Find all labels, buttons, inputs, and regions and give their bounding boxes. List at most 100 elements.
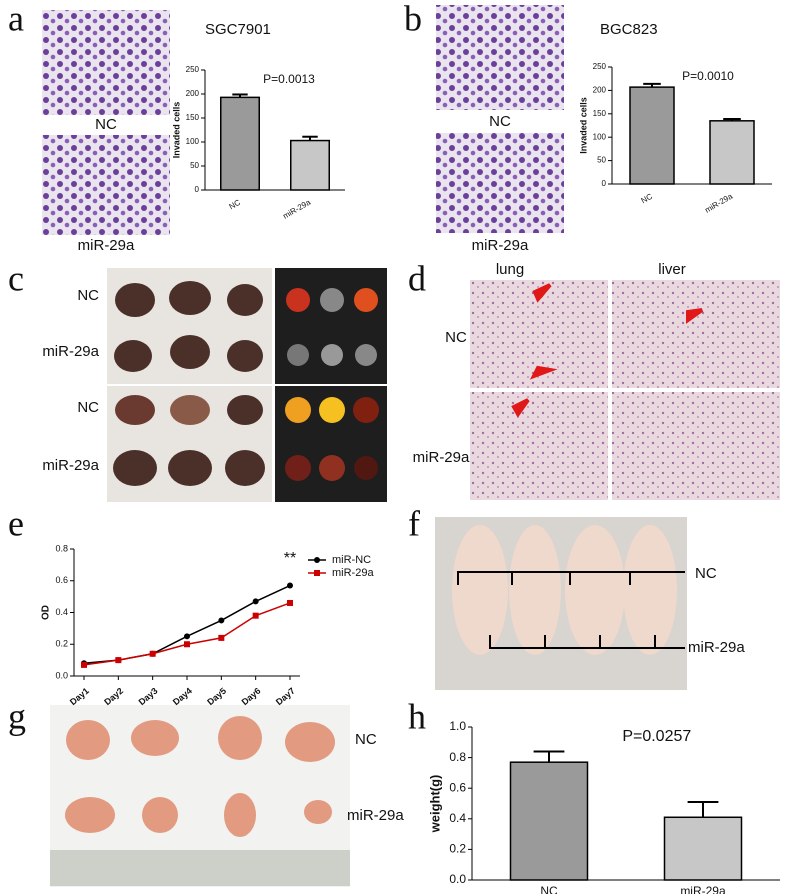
row-label: NC	[355, 731, 377, 748]
cell-line: BGC823	[600, 21, 658, 38]
legend-label: miR-29a	[332, 567, 374, 579]
bar	[709, 120, 755, 185]
panel-letter: d	[408, 258, 426, 298]
y-axis-label: OD	[41, 605, 52, 620]
y-tick-label: 0.4	[449, 811, 466, 825]
bar	[509, 761, 589, 881]
fluorescence	[285, 288, 379, 481]
photo	[436, 133, 564, 233]
y-tick-label: 100	[186, 137, 200, 146]
photo-label: miR-29a	[472, 237, 529, 254]
y-tick-label: 0.8	[449, 750, 466, 764]
bar	[629, 86, 675, 185]
marker	[149, 650, 156, 657]
x-tick-label: NC	[640, 192, 655, 206]
x-tick-label: Day1	[68, 686, 91, 707]
marker	[115, 657, 122, 664]
y-tick-label: 50	[597, 156, 606, 165]
legend-marker	[314, 557, 320, 563]
x-tick-label: miR-29a	[680, 884, 726, 894]
x-tick-label: NC	[228, 198, 243, 212]
row-label: miR-29a	[42, 343, 99, 360]
y-tick-label: 150	[186, 113, 200, 122]
legend-label: miR-NC	[332, 554, 371, 566]
x-tick-label: NC	[540, 884, 558, 894]
photo	[42, 10, 170, 115]
marker	[287, 582, 293, 589]
photo-label: NC	[95, 116, 117, 133]
photo	[612, 280, 780, 388]
ruler	[50, 850, 350, 886]
bar	[220, 96, 260, 191]
row-label: NC	[77, 287, 99, 304]
marker	[287, 599, 293, 606]
bar	[290, 139, 330, 191]
marker	[252, 612, 259, 619]
y-tick-label: 0.8	[55, 543, 68, 553]
y-tick-label: 50	[190, 161, 199, 170]
marker	[218, 634, 225, 641]
x-tick-label: Day4	[171, 686, 194, 707]
x-tick-label: Day3	[137, 686, 160, 707]
annotation: P=0.0013	[263, 72, 315, 86]
y-tick-label: 0.6	[449, 780, 466, 794]
x-tick-label: Day5	[205, 686, 228, 707]
photo	[42, 135, 170, 235]
y-tick-label: 0.2	[449, 842, 466, 856]
panel-letter: e	[8, 503, 24, 543]
panel-letter: c	[8, 258, 24, 298]
y-tick-label: 200	[186, 89, 200, 98]
annotation: **	[284, 550, 296, 567]
y-tick-label: 1.0	[449, 719, 466, 733]
y-tick-label: 250	[186, 65, 200, 74]
legend-marker	[314, 570, 320, 576]
row-label: miR-29a	[347, 807, 404, 824]
column-label: liver	[658, 261, 686, 278]
x-tick-label: miR-29a	[281, 197, 312, 220]
line	[83, 584, 291, 665]
panel-letter: a	[8, 0, 24, 38]
arrows	[511, 283, 704, 418]
y-tick-label: 0.2	[55, 639, 68, 649]
panel-letter: f	[408, 503, 420, 543]
marker	[218, 617, 225, 624]
row-label: miR-29a	[413, 449, 470, 466]
row-label: NC	[445, 329, 467, 346]
marker	[252, 598, 259, 605]
tumors	[65, 716, 335, 837]
y-axis-label: Invaded cells	[171, 102, 181, 159]
marker	[81, 661, 87, 668]
x-tick-label: miR-29a	[703, 191, 734, 214]
y-tick-label: 0.4	[55, 607, 68, 617]
panel-letter: b	[404, 0, 422, 38]
bar	[663, 816, 743, 881]
group-label: NC	[695, 565, 717, 582]
photo	[436, 5, 564, 110]
x-tick-label: Day2	[102, 686, 125, 707]
y-tick-label: 0.6	[55, 575, 68, 585]
y-axis-label: Invaded cells	[578, 97, 588, 154]
brackets	[457, 571, 685, 649]
y-tick-label: 0	[195, 185, 200, 194]
y-tick-label: 150	[593, 109, 607, 118]
mice	[452, 525, 677, 655]
x-tick-label: Day6	[240, 686, 263, 707]
marker	[184, 641, 190, 648]
y-tick-label: 250	[593, 62, 607, 71]
annotation: P=0.0257	[622, 728, 691, 745]
y-tick-label: 200	[593, 86, 607, 95]
y-tick-label: 0.0	[449, 872, 466, 886]
row-label: NC	[77, 399, 99, 416]
photo-label: miR-29a	[78, 237, 135, 254]
photo	[470, 392, 608, 500]
cell-line: SGC7901	[205, 21, 271, 38]
row-label: miR-29a	[42, 457, 99, 474]
y-tick-label: 100	[593, 132, 607, 141]
marker	[184, 633, 190, 640]
panel-letter: h	[408, 696, 426, 736]
annotation: P=0.0010	[682, 69, 734, 83]
panel-letter: g	[8, 696, 26, 736]
photo-label: NC	[489, 113, 511, 130]
